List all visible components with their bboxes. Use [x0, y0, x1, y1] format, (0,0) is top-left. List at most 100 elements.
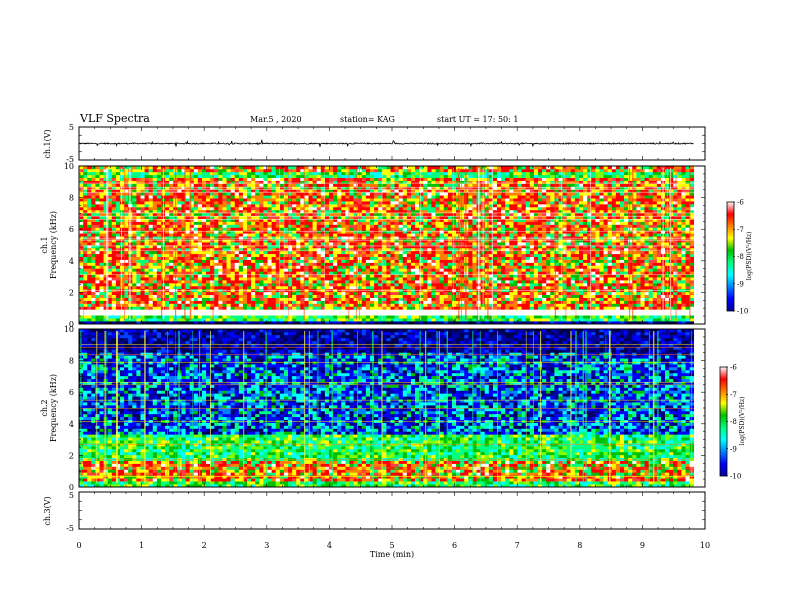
spectrogram-cell [280, 309, 284, 312]
spectrogram-cell [157, 301, 161, 304]
spectrogram-cell [243, 306, 247, 309]
spectrogram-cell [407, 315, 411, 318]
spectrogram-cell [165, 280, 169, 283]
spectrogram-cell [313, 230, 317, 233]
spectrogram-cell [366, 295, 370, 298]
spectrogram-cell [284, 312, 288, 315]
spectrogram-cell [202, 230, 206, 233]
spectrogram-cell [268, 292, 272, 295]
spectrogram-cell [268, 236, 272, 239]
spectrogram-cell [571, 239, 575, 242]
spectrogram-cell [444, 295, 448, 298]
spectrogram-cell [571, 257, 575, 260]
spectrogram-cell [448, 306, 452, 309]
spectrogram-cell [255, 312, 259, 315]
spectrogram-cell [673, 309, 677, 312]
spectrogram-cell [440, 292, 444, 295]
spectrogram-cell [186, 306, 190, 309]
spectrogram-cell [542, 239, 546, 242]
spectrogram-cell [333, 301, 337, 304]
spectrogram-cell [436, 277, 440, 280]
spectrogram-cell [431, 254, 435, 257]
spectrogram-cell [493, 242, 497, 245]
spectrogram-cell [186, 242, 190, 245]
spectrogram-cell [214, 254, 218, 257]
spectrogram-cell [563, 236, 567, 239]
spectrogram-cell [579, 312, 583, 315]
spectrogram-cell [444, 260, 448, 263]
spectrogram-cell [436, 236, 440, 239]
spectrogram-cell [411, 315, 415, 318]
spectrogram-cell [403, 236, 407, 239]
spectrogram-cell [325, 283, 329, 286]
spectrogram-cell [612, 298, 616, 301]
spectrogram-cell [206, 277, 210, 280]
spectrogram-cell [612, 295, 616, 298]
spectrogram-cell [558, 312, 562, 315]
spectrogram-cell [550, 263, 554, 266]
spectrogram-cell [235, 298, 239, 301]
spectrogram-cell [440, 257, 444, 260]
spectrogram-cell [427, 265, 431, 268]
spectrogram-cell [460, 292, 464, 295]
spectrogram-cell [116, 263, 120, 266]
spectrogram-cell [505, 260, 509, 263]
spectrogram-cell [91, 242, 95, 245]
spectrogram-cell [636, 304, 640, 307]
spectrogram-cell [136, 306, 140, 309]
spectrogram-cell [440, 236, 444, 239]
spectrogram-cell [595, 298, 599, 301]
spectrogram-cell [653, 242, 657, 245]
spectrogram-cell [608, 298, 612, 301]
spectrogram-cell [542, 280, 546, 283]
spectrogram-cell [198, 315, 202, 318]
spectrogram-cell [513, 265, 517, 268]
spectrogram-cell [165, 245, 169, 248]
spectrogram-cell [87, 233, 91, 236]
spectrogram-cell [563, 292, 567, 295]
spectrogram-cell [419, 236, 423, 239]
spectrogram-cell [120, 295, 124, 298]
spectrogram-cell [157, 280, 161, 283]
spectrogram-cell [382, 230, 386, 233]
spectrogram-cell [235, 309, 239, 312]
spectrogram-cell [235, 236, 239, 239]
spectrogram-cell [403, 306, 407, 309]
spectrogram-cell [222, 268, 226, 271]
spectrogram-cell [595, 277, 599, 280]
spectrogram-cell [386, 242, 390, 245]
spectrogram-cell [399, 239, 403, 242]
spectrogram-cell [95, 312, 99, 315]
spectrogram-cell [116, 236, 120, 239]
spectrogram-cell [165, 268, 169, 271]
spectrogram-cell [534, 280, 538, 283]
spectrogram-cell [558, 318, 562, 321]
spectrogram-cell [276, 312, 280, 315]
spectrogram-cell [177, 268, 181, 271]
spectrogram-cell [513, 236, 517, 239]
spectrogram-cell [140, 248, 144, 251]
spectrogram-cell [427, 239, 431, 242]
spectrogram-cell [296, 283, 300, 286]
spectrogram-cell [210, 315, 214, 318]
spectrogram-cell [272, 242, 276, 245]
spectrogram-cell [99, 312, 103, 315]
spectrogram-cell [186, 304, 190, 307]
spectrogram-cell [309, 251, 313, 254]
spectrogram-cell [177, 239, 181, 242]
spectrogram-cell [468, 306, 472, 309]
spectrogram-cell [509, 268, 513, 271]
spectrogram-cell [239, 254, 243, 257]
spectrogram-cell [231, 263, 235, 266]
spectrogram-cell [186, 298, 190, 301]
spectrogram-cell [366, 265, 370, 268]
spectrogram-cell [628, 298, 632, 301]
spectrogram-cell [386, 254, 390, 257]
spectrogram-cell [218, 254, 222, 257]
spectrogram-cell [444, 268, 448, 271]
spectrogram-cell [120, 239, 124, 242]
spectrogram-cell [583, 301, 587, 304]
spectrogram-cell [472, 277, 476, 280]
spectrogram-cell [386, 265, 390, 268]
spectrogram-cell [399, 312, 403, 315]
